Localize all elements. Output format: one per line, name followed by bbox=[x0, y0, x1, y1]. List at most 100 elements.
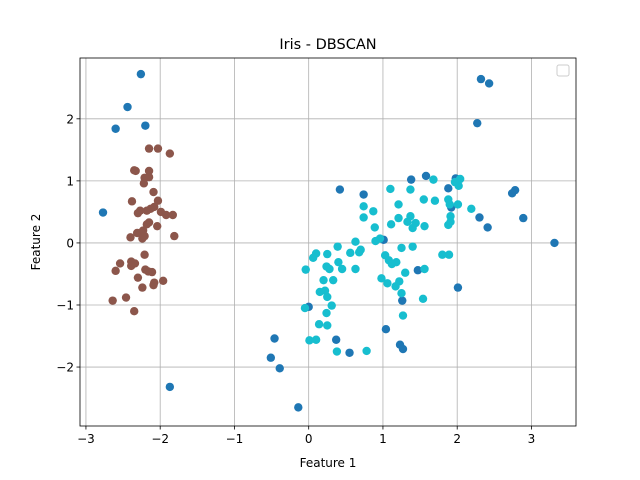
chart-title: Iris - DBSCAN bbox=[279, 37, 376, 53]
data-point bbox=[475, 213, 484, 222]
data-point bbox=[334, 257, 343, 267]
data-point bbox=[126, 233, 135, 242]
data-point bbox=[325, 264, 334, 274]
data-point bbox=[121, 293, 131, 302]
data-point bbox=[138, 283, 147, 292]
x-tick-label: 2 bbox=[453, 432, 461, 446]
y-tick-label: −2 bbox=[56, 361, 74, 375]
data-point bbox=[418, 294, 428, 303]
data-point bbox=[323, 292, 332, 302]
y-tick-label: 1 bbox=[66, 174, 74, 188]
data-point bbox=[398, 296, 407, 305]
x-tick-label: −1 bbox=[226, 432, 244, 446]
data-point bbox=[127, 197, 137, 206]
data-point bbox=[141, 121, 150, 130]
data-point bbox=[142, 220, 152, 229]
data-point bbox=[444, 250, 454, 259]
x-tick-label: −2 bbox=[151, 432, 169, 446]
data-point bbox=[473, 118, 482, 128]
data-point bbox=[335, 185, 345, 194]
data-point bbox=[308, 253, 318, 263]
data-point bbox=[311, 335, 321, 344]
data-point bbox=[444, 220, 453, 230]
data-point bbox=[345, 348, 354, 357]
data-point bbox=[111, 124, 120, 133]
data-point bbox=[397, 243, 406, 253]
data-point bbox=[507, 189, 517, 198]
data-point bbox=[406, 175, 416, 184]
data-point bbox=[438, 250, 447, 259]
data-point bbox=[351, 264, 360, 274]
data-point bbox=[319, 275, 328, 285]
data-point bbox=[158, 276, 168, 285]
data-point bbox=[161, 210, 171, 220]
data-point bbox=[127, 261, 136, 271]
data-point bbox=[136, 69, 146, 79]
y-axis-label: Feature 2 bbox=[29, 214, 43, 271]
data-point bbox=[337, 264, 347, 274]
data-point bbox=[170, 231, 179, 241]
data-point bbox=[139, 179, 149, 188]
data-point bbox=[369, 207, 378, 216]
data-point bbox=[429, 175, 438, 184]
data-point bbox=[394, 200, 403, 209]
data-point bbox=[131, 166, 140, 176]
data-point bbox=[395, 277, 404, 286]
data-point bbox=[153, 221, 162, 231]
data-point bbox=[354, 248, 364, 257]
data-point bbox=[300, 303, 310, 313]
data-point bbox=[144, 144, 154, 153]
x-axis-ticks: −3 −2 −1 0 1 2 3 bbox=[77, 426, 535, 446]
data-point bbox=[444, 184, 453, 193]
data-point bbox=[165, 382, 175, 392]
data-point bbox=[301, 265, 310, 274]
data-point bbox=[130, 306, 139, 316]
data-point bbox=[144, 166, 154, 176]
x-tick-label: 0 bbox=[305, 432, 313, 446]
data-point bbox=[108, 296, 117, 305]
data-points bbox=[98, 69, 559, 412]
data-point bbox=[149, 280, 158, 290]
data-point bbox=[328, 275, 338, 285]
data-point bbox=[322, 308, 331, 318]
data-point bbox=[165, 149, 175, 158]
data-point bbox=[332, 347, 342, 356]
data-point bbox=[359, 213, 368, 222]
data-point bbox=[406, 185, 415, 194]
data-point bbox=[327, 301, 336, 310]
y-axis-ticks: −2 −1 0 1 2 bbox=[56, 112, 80, 375]
data-point bbox=[168, 210, 178, 220]
data-point bbox=[362, 346, 371, 356]
data-point bbox=[351, 237, 360, 246]
y-tick-label: 2 bbox=[66, 112, 74, 126]
data-point bbox=[138, 234, 147, 243]
data-point bbox=[420, 221, 429, 231]
data-point bbox=[371, 236, 380, 246]
data-point bbox=[323, 321, 332, 330]
y-tick-label: 0 bbox=[66, 236, 74, 250]
data-point bbox=[370, 223, 379, 232]
data-point bbox=[149, 187, 158, 197]
data-point bbox=[359, 190, 368, 199]
data-point bbox=[484, 79, 494, 88]
data-point bbox=[294, 403, 303, 412]
data-point bbox=[386, 184, 395, 194]
data-point bbox=[275, 364, 284, 373]
data-point bbox=[413, 266, 423, 275]
data-point bbox=[123, 102, 132, 112]
data-point bbox=[314, 320, 324, 329]
data-point bbox=[420, 264, 429, 274]
data-point bbox=[421, 171, 431, 181]
data-point bbox=[445, 200, 454, 209]
legend bbox=[556, 64, 570, 77]
data-point bbox=[133, 273, 143, 282]
data-point bbox=[305, 336, 314, 345]
data-point bbox=[331, 335, 341, 344]
data-point bbox=[430, 196, 440, 205]
data-point bbox=[270, 334, 279, 343]
data-point bbox=[476, 74, 486, 84]
data-point bbox=[403, 217, 412, 227]
data-point bbox=[383, 279, 392, 288]
data-point bbox=[394, 213, 403, 223]
